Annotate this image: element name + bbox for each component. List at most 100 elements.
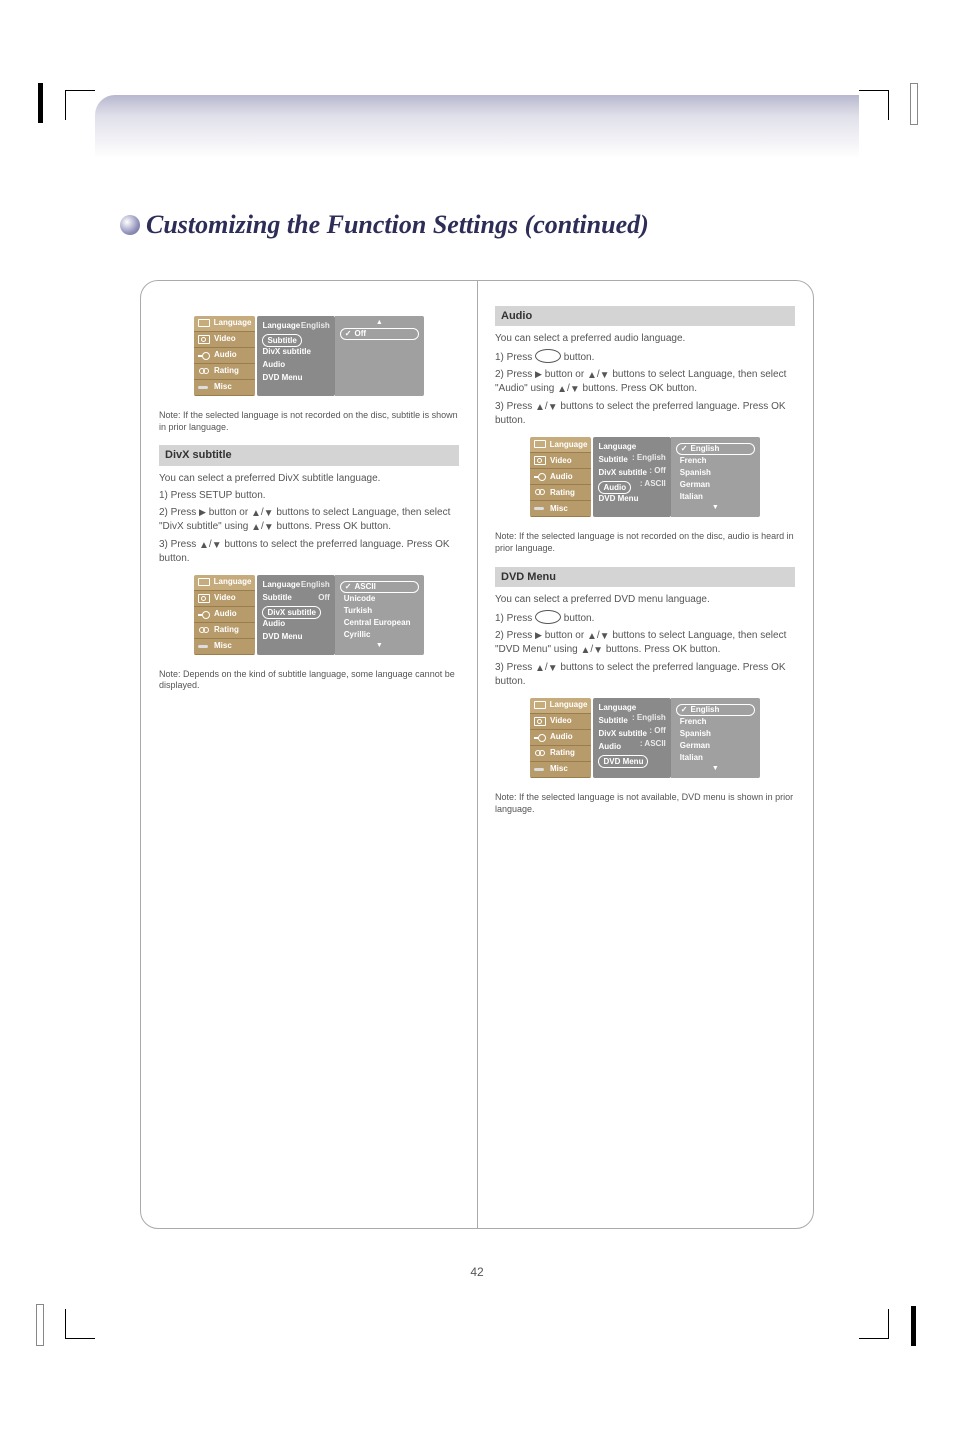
mid-subtitle-sel: Subtitle [262, 333, 329, 346]
audio-icon [534, 733, 546, 742]
down-arrow-icon: ▼ [264, 508, 274, 519]
video-icon [534, 717, 546, 726]
intro-audio: You can select a preferred audio languag… [495, 332, 795, 345]
step-audio-2: 2) Press ▶ button or ▲/▼ buttons to sele… [495, 368, 795, 396]
section-audio: Audio [495, 306, 795, 326]
mid-dvdmenu: DVD Menu [262, 631, 329, 644]
page-number: 42 [0, 1265, 954, 1279]
step-divx-3: 3) Press ▲/▼ buttons to select the prefe… [159, 538, 459, 565]
content-frame: Language Video Audio Rating Misc Languag… [140, 280, 814, 1229]
down-arrow-icon: ▼ [593, 645, 603, 656]
tab-audio-label: Audio [550, 472, 573, 482]
step-dvd-3: 3) Press ▲/▼ buttons to select the prefe… [495, 661, 795, 688]
val-item: Unicode [340, 593, 419, 605]
tab-audio: Audio [530, 730, 591, 746]
intro-divx: You can select a preferred DivX subtitle… [159, 472, 459, 485]
tab-misc: Misc [530, 762, 591, 778]
step-divx-2: 2) Press ▶ button or ▲/▼ buttons to sele… [159, 506, 459, 534]
tab-audio: Audio [530, 469, 591, 485]
rating-icon [198, 626, 210, 635]
tab-language: Language [530, 437, 591, 453]
rating-icon [534, 488, 546, 497]
tab-video: Video [194, 332, 255, 348]
scroll-down-icon: ▼ [671, 505, 760, 511]
scroll-down-icon: ▼ [671, 766, 760, 772]
tab-video: Video [530, 453, 591, 469]
tab-rating: Rating [194, 623, 255, 639]
tab-misc-label: Misc [550, 504, 568, 514]
tab-misc-label: Misc [214, 382, 232, 392]
tab-language: Language [194, 575, 255, 591]
osd-subtitle-off: Language Video Audio Rating Misc Languag… [194, 316, 424, 396]
tab-language: Language [194, 316, 255, 332]
mid-language: Language : English [598, 702, 665, 715]
tab-audio: Audio [194, 348, 255, 364]
up-arrow-icon: ▲ [251, 508, 261, 519]
audio-icon [198, 610, 210, 619]
page-title: Customizing the Function Settings (conti… [120, 210, 649, 240]
up-arrow-icon: ▲ [535, 663, 545, 674]
misc-icon [198, 383, 210, 392]
step-audio-1: 1) Press button. [495, 349, 795, 364]
rating-icon [534, 749, 546, 758]
right-arrow-icon: ▶ [535, 630, 542, 642]
mid-dvdmenu: DVD Menu [262, 372, 329, 385]
crop-mark-tl [65, 90, 95, 120]
mid-audio: Audio [262, 618, 329, 631]
setup-button-icon [535, 610, 561, 624]
mid-dvdmenu: DVD Menu [598, 493, 665, 506]
up-arrow-icon: ▲ [580, 645, 590, 656]
down-arrow-icon: ▼ [600, 370, 610, 381]
val-item: Cyrillic [340, 629, 419, 641]
val-off: Off [340, 328, 419, 340]
tab-language-label: Language [550, 440, 588, 450]
step-divx-1: 1) Press SETUP button. [159, 489, 459, 502]
lang-icon [198, 578, 210, 587]
tab-language-label: Language [550, 700, 588, 710]
tab-rating: Rating [530, 746, 591, 762]
tab-rating-label: Rating [214, 366, 239, 376]
tab-video-label: Video [550, 716, 572, 726]
val-item: Turkish [340, 605, 419, 617]
video-icon [198, 594, 210, 603]
down-arrow-icon: ▼ [600, 631, 610, 642]
tab-video: Video [530, 714, 591, 730]
osd-divx-list: Language Video Audio Rating Misc Languag… [194, 575, 424, 655]
step-dvd-1: 1) Press button. [495, 610, 795, 625]
val-item: Spanish [676, 728, 755, 740]
right-arrow-icon: ▶ [199, 507, 206, 519]
val-item: French [676, 716, 755, 728]
val-item: Spanish [676, 467, 755, 479]
tab-video: Video [194, 591, 255, 607]
lang-icon [198, 319, 210, 328]
mid-language: Language English [262, 320, 329, 333]
val-item: German [676, 740, 755, 752]
val-item: Italian [676, 752, 755, 764]
right-arrow-icon: ▶ [535, 369, 542, 381]
tab-language-label: Language [214, 577, 252, 587]
lang-icon [534, 440, 546, 449]
val-item: French [676, 455, 755, 467]
val-item: German [676, 479, 755, 491]
tab-audio-label: Audio [550, 732, 573, 742]
tab-misc: Misc [194, 380, 255, 396]
video-icon [534, 456, 546, 465]
val-item: ASCII [340, 581, 419, 593]
tab-misc-label: Misc [550, 764, 568, 774]
val-item: Central European [340, 617, 419, 629]
tab-video-label: Video [214, 334, 236, 344]
val-item: English [676, 704, 755, 716]
tab-rating: Rating [194, 364, 255, 380]
note-audio: Note: If the selected language is not re… [495, 531, 795, 554]
mid-language: Language : English [598, 441, 665, 454]
scroll-down-icon: ▼ [335, 643, 424, 649]
tab-language-label: Language [214, 318, 252, 328]
audio-icon [534, 472, 546, 481]
title-bullet-icon [120, 215, 140, 235]
rating-icon [198, 367, 210, 376]
val-item: English [676, 443, 755, 455]
tab-video-label: Video [214, 593, 236, 603]
tab-language: Language [530, 698, 591, 714]
crop-mark-br [859, 1309, 889, 1339]
section-dvdmenu: DVD Menu [495, 567, 795, 587]
